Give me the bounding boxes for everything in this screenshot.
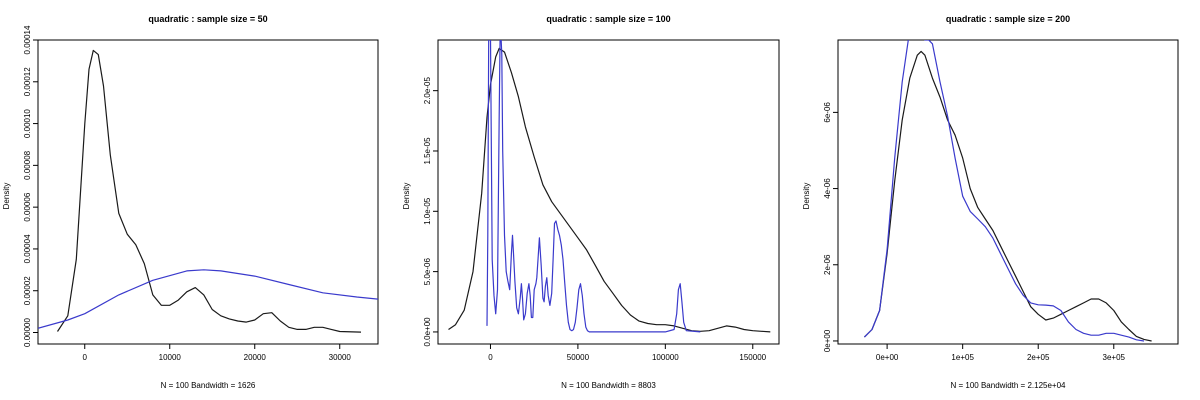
x-tick-label: 0 bbox=[488, 353, 493, 362]
x-tick-label: 0 bbox=[83, 353, 88, 362]
y-tick-label: 1.5e-05 bbox=[423, 137, 432, 165]
chart-title: quadratic : sample size = 50 bbox=[148, 14, 267, 24]
y-tick-label: 0.0e+00 bbox=[423, 317, 432, 347]
y-tick-label: 0.00006 bbox=[23, 192, 32, 221]
plot-frame bbox=[437, 39, 780, 345]
y-tick-label: 0.00002 bbox=[23, 276, 32, 305]
y-axis-label: Density bbox=[802, 183, 811, 210]
y-tick-label: 2.0e-05 bbox=[423, 77, 432, 105]
y-tick-label: 0.00000 bbox=[23, 318, 32, 347]
chart-panel-2: quadratic : sample size = 100 0 50000 10000… bbox=[402, 14, 780, 390]
chart-title: quadratic : sample size = 100 bbox=[546, 14, 670, 24]
x-tick-label: 0e+00 bbox=[876, 353, 899, 362]
y-tick-label: 1.0e-05 bbox=[423, 197, 432, 225]
y-tick-label: 0.00012 bbox=[23, 67, 32, 96]
y-axis-label: Density bbox=[2, 183, 11, 210]
density-line-series-1 bbox=[863, 50, 1152, 342]
density-line-series-1 bbox=[448, 47, 771, 333]
y-tick-label: 0.00014 bbox=[23, 25, 32, 54]
density-line-series-1 bbox=[56, 49, 362, 333]
y-tick-label: 0.00004 bbox=[23, 234, 32, 263]
y-tick-label: 4e-06 bbox=[823, 178, 832, 199]
density-line-series-2 bbox=[863, 40, 1145, 342]
x-tick-label: 150000 bbox=[739, 353, 766, 362]
chart-title: quadratic : sample size = 200 bbox=[946, 14, 1070, 24]
x-axis-label: N = 100 Bandwidth = 8803 bbox=[561, 381, 656, 390]
y-tick-label: 5.0e-06 bbox=[423, 258, 432, 286]
x-axis-label: N = 100 Bandwidth = 2.125e+04 bbox=[951, 381, 1067, 390]
y-tick-label: 6e-06 bbox=[823, 102, 832, 123]
y-tick-label: 0.00010 bbox=[23, 109, 32, 138]
x-tick-label: 10000 bbox=[159, 353, 182, 362]
density-line-series-2 bbox=[38, 269, 378, 329]
y-tick-label: 0e+00 bbox=[823, 329, 832, 352]
density-line-series-2 bbox=[486, 40, 701, 333]
x-tick-label: 3e+05 bbox=[1103, 353, 1126, 362]
x-tick-label: 2e+05 bbox=[1027, 353, 1050, 362]
x-tick-label: 20000 bbox=[244, 353, 267, 362]
x-tick-label: 30000 bbox=[329, 353, 352, 362]
y-tick-label: 2e-06 bbox=[823, 254, 832, 275]
x-tick-label: 100000 bbox=[652, 353, 679, 362]
plot-frame bbox=[37, 39, 379, 345]
chart-panel-1: quadratic : sample size = 50 0 10000 20000 3… bbox=[2, 14, 379, 390]
y-axis-label: Density bbox=[402, 183, 411, 210]
y-tick-label: 0.00008 bbox=[23, 150, 32, 179]
x-axis-label: N = 100 Bandwidth = 1626 bbox=[161, 381, 256, 390]
x-tick-label: 50000 bbox=[567, 353, 590, 362]
plot-frame bbox=[837, 39, 1179, 345]
x-tick-label: 1e+05 bbox=[951, 353, 974, 362]
chart-panel-3: quadratic : sample size = 200 0e+00 1e+05 2… bbox=[802, 14, 1179, 390]
